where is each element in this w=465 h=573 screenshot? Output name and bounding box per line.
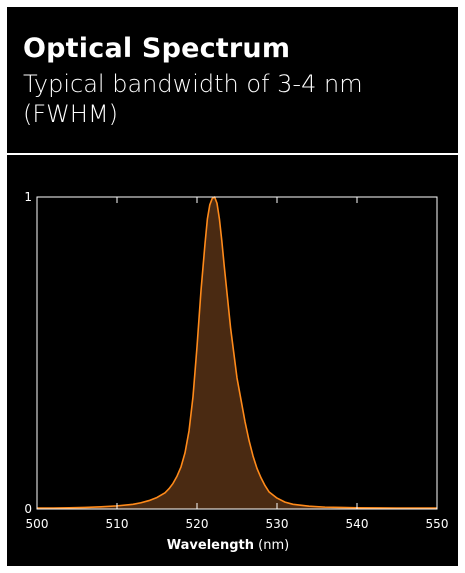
x-tick-label: 530 [266, 517, 289, 531]
page-subtitle: Typical bandwidth of 3-4 nm (FWHM) [23, 70, 363, 128]
plot-frame [36, 196, 438, 510]
x-tick-label: 520 [186, 517, 209, 531]
x-tick-label: 500 [26, 517, 49, 531]
header-divider [7, 153, 458, 155]
spectrum-area [37, 197, 437, 509]
x-tick-label: 510 [106, 517, 129, 531]
y-tick-label: 0 [24, 502, 32, 516]
card-header: Optical Spectrum Typical bandwidth of 3-… [7, 7, 458, 151]
page-title: Optical Spectrum [23, 33, 291, 64]
x-axis-label-unit: (nm) [258, 538, 289, 553]
y-tick-label: 1 [24, 190, 32, 204]
spectrum-line [37, 196, 437, 509]
x-axis-label-main: Wavelength [167, 538, 254, 553]
x-tick-label: 550 [426, 517, 449, 531]
x-tick-label: 540 [346, 517, 369, 531]
x-axis-label: Wavelength (nm) [167, 538, 289, 553]
